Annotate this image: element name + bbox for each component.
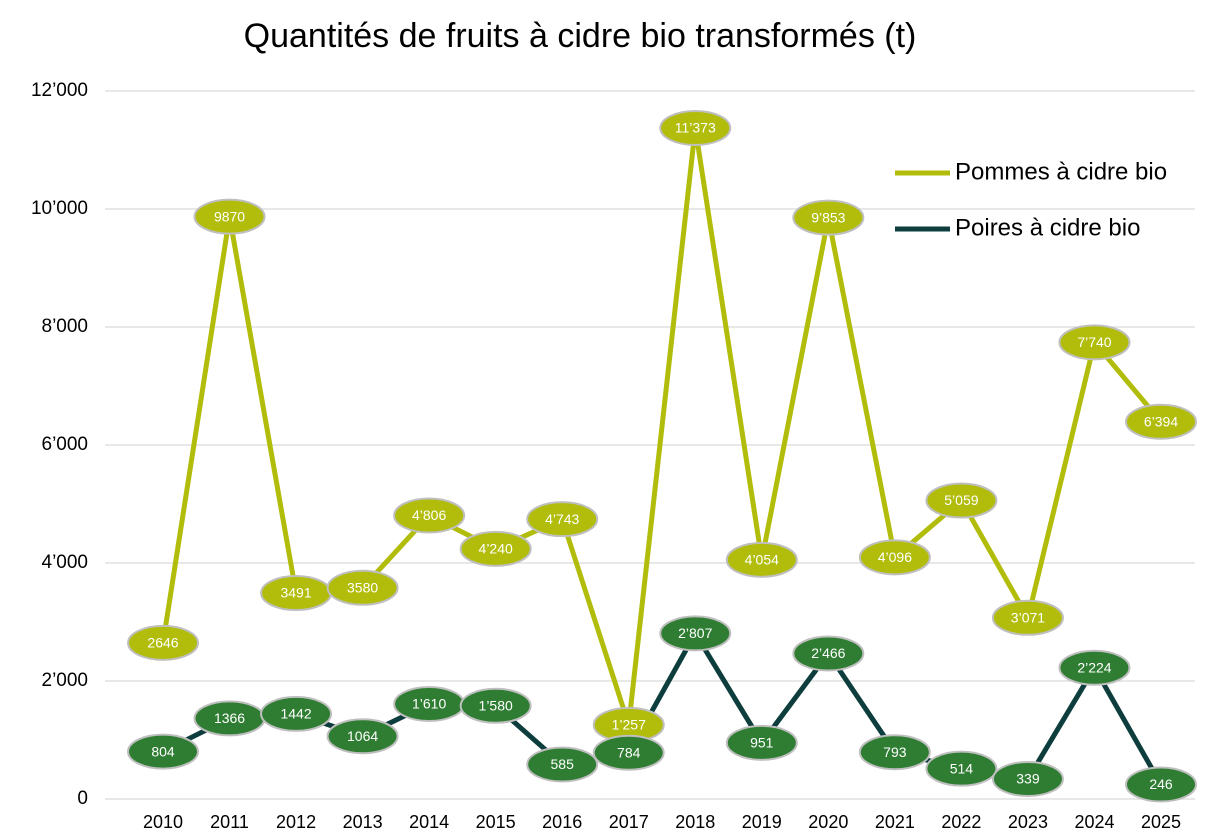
x-tick-label: 2021 xyxy=(875,812,915,832)
data-label-bubble xyxy=(991,760,1064,797)
data-label-bubble xyxy=(393,497,466,534)
data-label: 5’059 xyxy=(944,492,978,508)
x-tick-label: 2025 xyxy=(1141,812,1181,832)
data-label: 2’807 xyxy=(678,625,712,641)
y-tick-label: 6’000 xyxy=(42,434,89,455)
data-label: 3’071 xyxy=(1011,610,1045,626)
data-label-bubble xyxy=(792,635,865,672)
data-label: 9’853 xyxy=(811,209,845,225)
y-tick-label: 0 xyxy=(77,788,88,809)
data-label: 1442 xyxy=(280,706,311,722)
data-label-bubble xyxy=(858,734,931,771)
data-label-bubble xyxy=(858,539,931,576)
data-label-bubble xyxy=(526,746,599,783)
data-label-bubble xyxy=(1058,649,1131,686)
data-label: 4’240 xyxy=(479,541,513,557)
data-label-bubble xyxy=(260,695,333,732)
x-tick-label: 2024 xyxy=(1074,812,1114,832)
data-label: 4’096 xyxy=(878,549,912,565)
data-label: 7’740 xyxy=(1077,334,1111,350)
data-label: 804 xyxy=(151,743,175,759)
x-tick-label: 2023 xyxy=(1008,812,1048,832)
data-label: 1366 xyxy=(214,710,245,726)
data-label: 1’610 xyxy=(412,696,446,712)
data-label: 793 xyxy=(883,744,907,760)
data-label: 514 xyxy=(950,760,974,776)
data-label-bubble xyxy=(792,199,865,236)
data-label-bubble xyxy=(459,530,532,567)
x-tick-label: 2010 xyxy=(143,812,183,832)
y-tick-label: 2’000 xyxy=(42,670,89,691)
y-tick-label: 8’000 xyxy=(42,316,89,337)
x-tick-label: 2019 xyxy=(742,812,782,832)
data-label-bubble xyxy=(659,615,732,652)
x-tick-label: 2017 xyxy=(609,812,649,832)
y-tick-label: 10’000 xyxy=(31,198,88,219)
x-tick-label: 2018 xyxy=(675,812,715,832)
data-label-bubble xyxy=(326,569,399,606)
x-tick-label: 2022 xyxy=(941,812,981,832)
data-label-bubble xyxy=(725,541,798,578)
x-tick-label: 2014 xyxy=(409,812,449,832)
data-label: 1’580 xyxy=(479,697,513,713)
data-label: 246 xyxy=(1149,776,1173,792)
data-label-bubble xyxy=(925,482,998,519)
data-label-bubble xyxy=(193,198,266,235)
data-label-bubble xyxy=(1125,403,1197,440)
data-label: 6’394 xyxy=(1144,413,1178,429)
data-label: 1’257 xyxy=(612,717,646,733)
y-tick-label: 4’000 xyxy=(42,552,89,573)
data-label-bubble xyxy=(592,734,665,771)
y-tick-label: 12’000 xyxy=(31,80,88,101)
data-label: 2’224 xyxy=(1077,659,1111,675)
data-label-bubble xyxy=(526,501,599,538)
data-label-bubble xyxy=(991,599,1064,636)
x-tick-label: 2011 xyxy=(210,812,249,832)
x-tick-label: 2020 xyxy=(808,812,848,832)
data-label: 951 xyxy=(750,735,774,751)
data-label: 3491 xyxy=(280,585,311,601)
data-label-bubble xyxy=(725,724,798,761)
data-label: 784 xyxy=(617,744,641,760)
data-label: 585 xyxy=(551,756,575,772)
x-tick-label: 2015 xyxy=(476,812,516,832)
data-label: 1064 xyxy=(347,728,378,744)
legend-label: Pommes à cidre bio xyxy=(955,158,1167,185)
data-label: 4’806 xyxy=(412,507,446,523)
data-label: 4’743 xyxy=(545,511,579,527)
data-label: 4’054 xyxy=(745,552,779,568)
chart-title: Quantités de fruits à cidre bio transfor… xyxy=(244,17,917,55)
data-label-bubble xyxy=(1125,766,1197,803)
data-label: 11’373 xyxy=(675,120,716,136)
data-label: 339 xyxy=(1016,771,1040,787)
data-label: 2’466 xyxy=(811,645,845,661)
data-label-bubble xyxy=(925,750,998,787)
x-tick-label: 2013 xyxy=(343,812,383,832)
legend-label: Poires à cidre bio xyxy=(955,214,1140,241)
data-label-bubble xyxy=(459,687,532,724)
data-label-bubble xyxy=(1058,324,1131,361)
data-label-bubble xyxy=(659,109,732,146)
x-tick-label: 2016 xyxy=(542,812,582,832)
data-label: 2646 xyxy=(147,635,178,651)
data-label-bubble xyxy=(127,733,199,770)
data-label: 3580 xyxy=(347,579,378,595)
x-tick-label: 2012 xyxy=(276,812,316,832)
data-label-bubble xyxy=(127,624,199,661)
data-label: 9870 xyxy=(214,208,245,224)
data-label-bubble xyxy=(326,718,399,755)
